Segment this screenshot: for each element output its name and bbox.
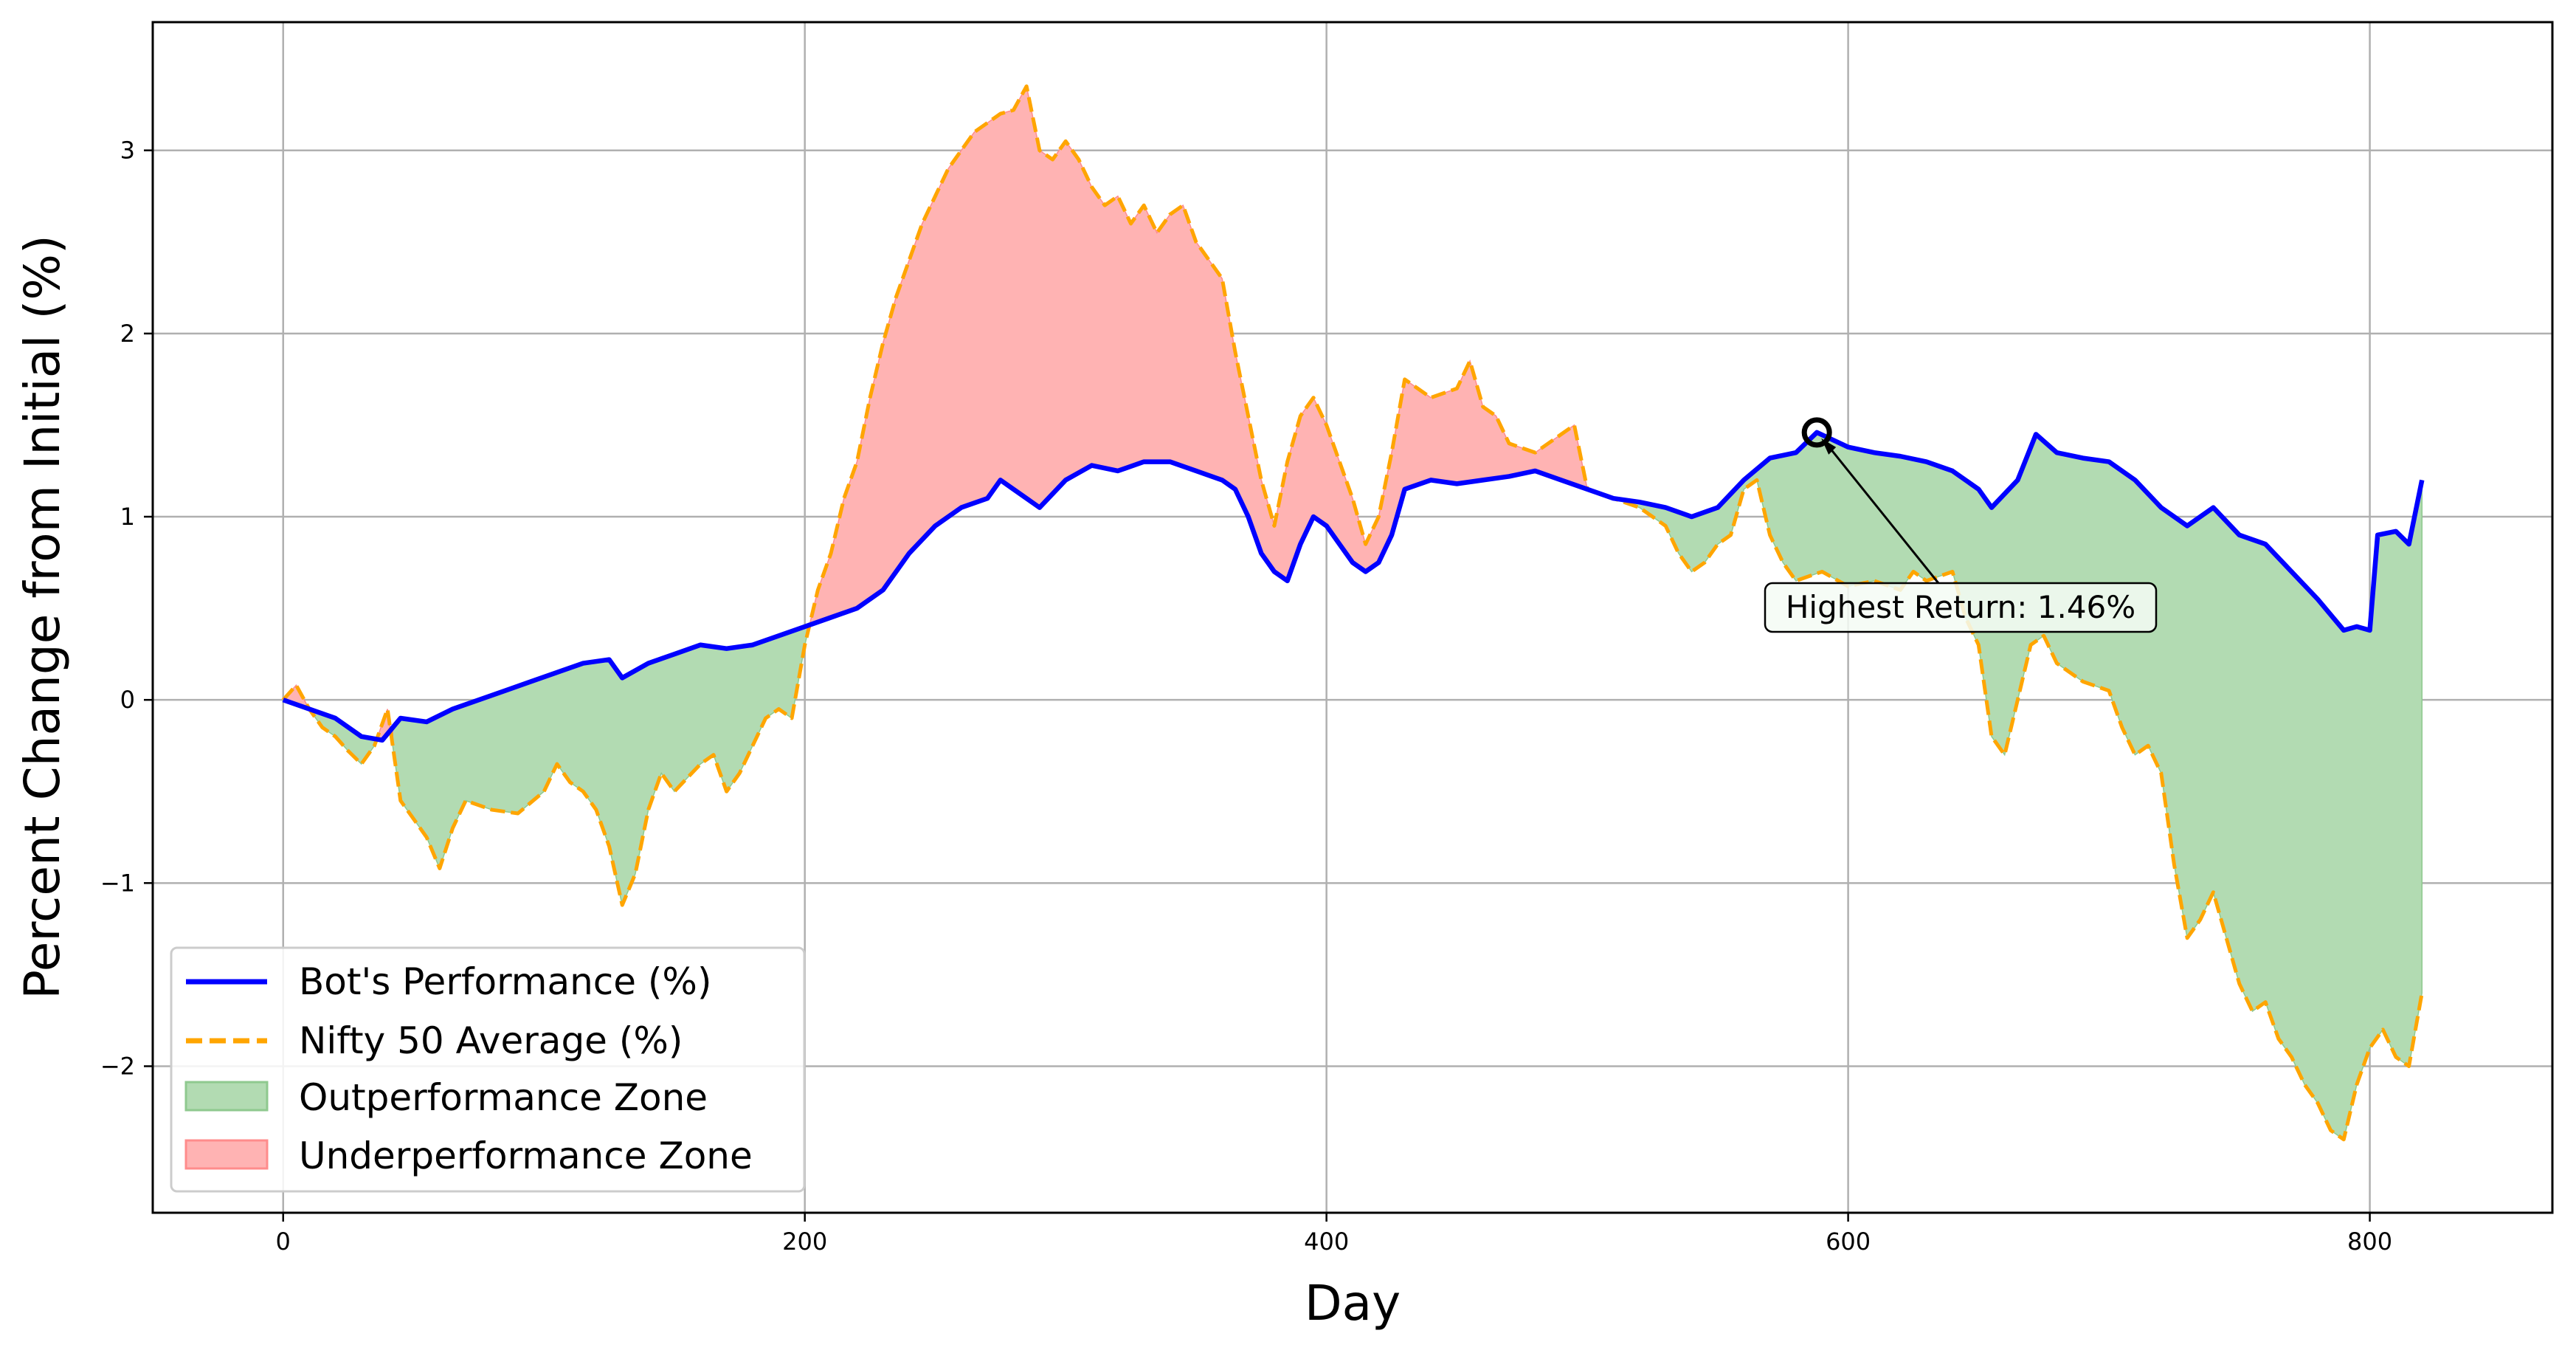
legend-label-underperformance: Underperformance Zone [299, 1135, 753, 1177]
x-axis-label: Day [1305, 1275, 1401, 1332]
legend-frame [170, 946, 806, 1193]
plot-frame [151, 21, 2554, 1214]
series-line-nifty [281, 84, 2424, 1142]
series-lines [281, 84, 2425, 1142]
x-tick-label: 200 [782, 1228, 827, 1256]
underperformance-zone [809, 84, 1589, 626]
series-line-bot [282, 430, 2425, 743]
x-tick-label: 800 [2347, 1228, 2392, 1256]
legend-swatch-outperformance [184, 1081, 269, 1112]
outperformance-zone [392, 622, 811, 907]
x-tick-label: 0 [276, 1228, 291, 1256]
annotation-arrow [1825, 441, 1940, 584]
annotation-box [1764, 582, 2158, 633]
outperformance-zone [1586, 431, 2423, 1140]
legend: Bot's Performance (%) Nifty 50 Average (… [170, 946, 806, 1193]
legend-label-bot: Bot's Performance (%) [299, 960, 711, 1003]
y-axis-label: Percent Change from Initial (%) [14, 235, 71, 999]
axis-ticks: 0 200 400 600 800 −2 −1 0 1 2 3 [100, 137, 2392, 1256]
y-tick-label: 2 [120, 320, 135, 348]
y-tick-label: −2 [100, 1052, 135, 1080]
legend-swatch-underperformance [184, 1139, 269, 1170]
legend-label-outperformance: Outperformance Zone [299, 1076, 708, 1119]
x-tick-label: 400 [1304, 1228, 1349, 1256]
y-tick-label: −1 [100, 869, 135, 897]
annotation-text: Highest Return: 1.46% [1786, 589, 2135, 625]
legend-label-nifty: Nifty 50 Average (%) [299, 1019, 683, 1062]
annotation: Highest Return: 1.46% [1764, 417, 2158, 633]
y-tick-label: 1 [120, 503, 135, 531]
highest-return-marker [1801, 417, 1832, 448]
y-tick-label: 0 [120, 686, 135, 714]
y-tick-label: 3 [120, 137, 135, 165]
x-tick-label: 600 [1826, 1228, 1871, 1256]
